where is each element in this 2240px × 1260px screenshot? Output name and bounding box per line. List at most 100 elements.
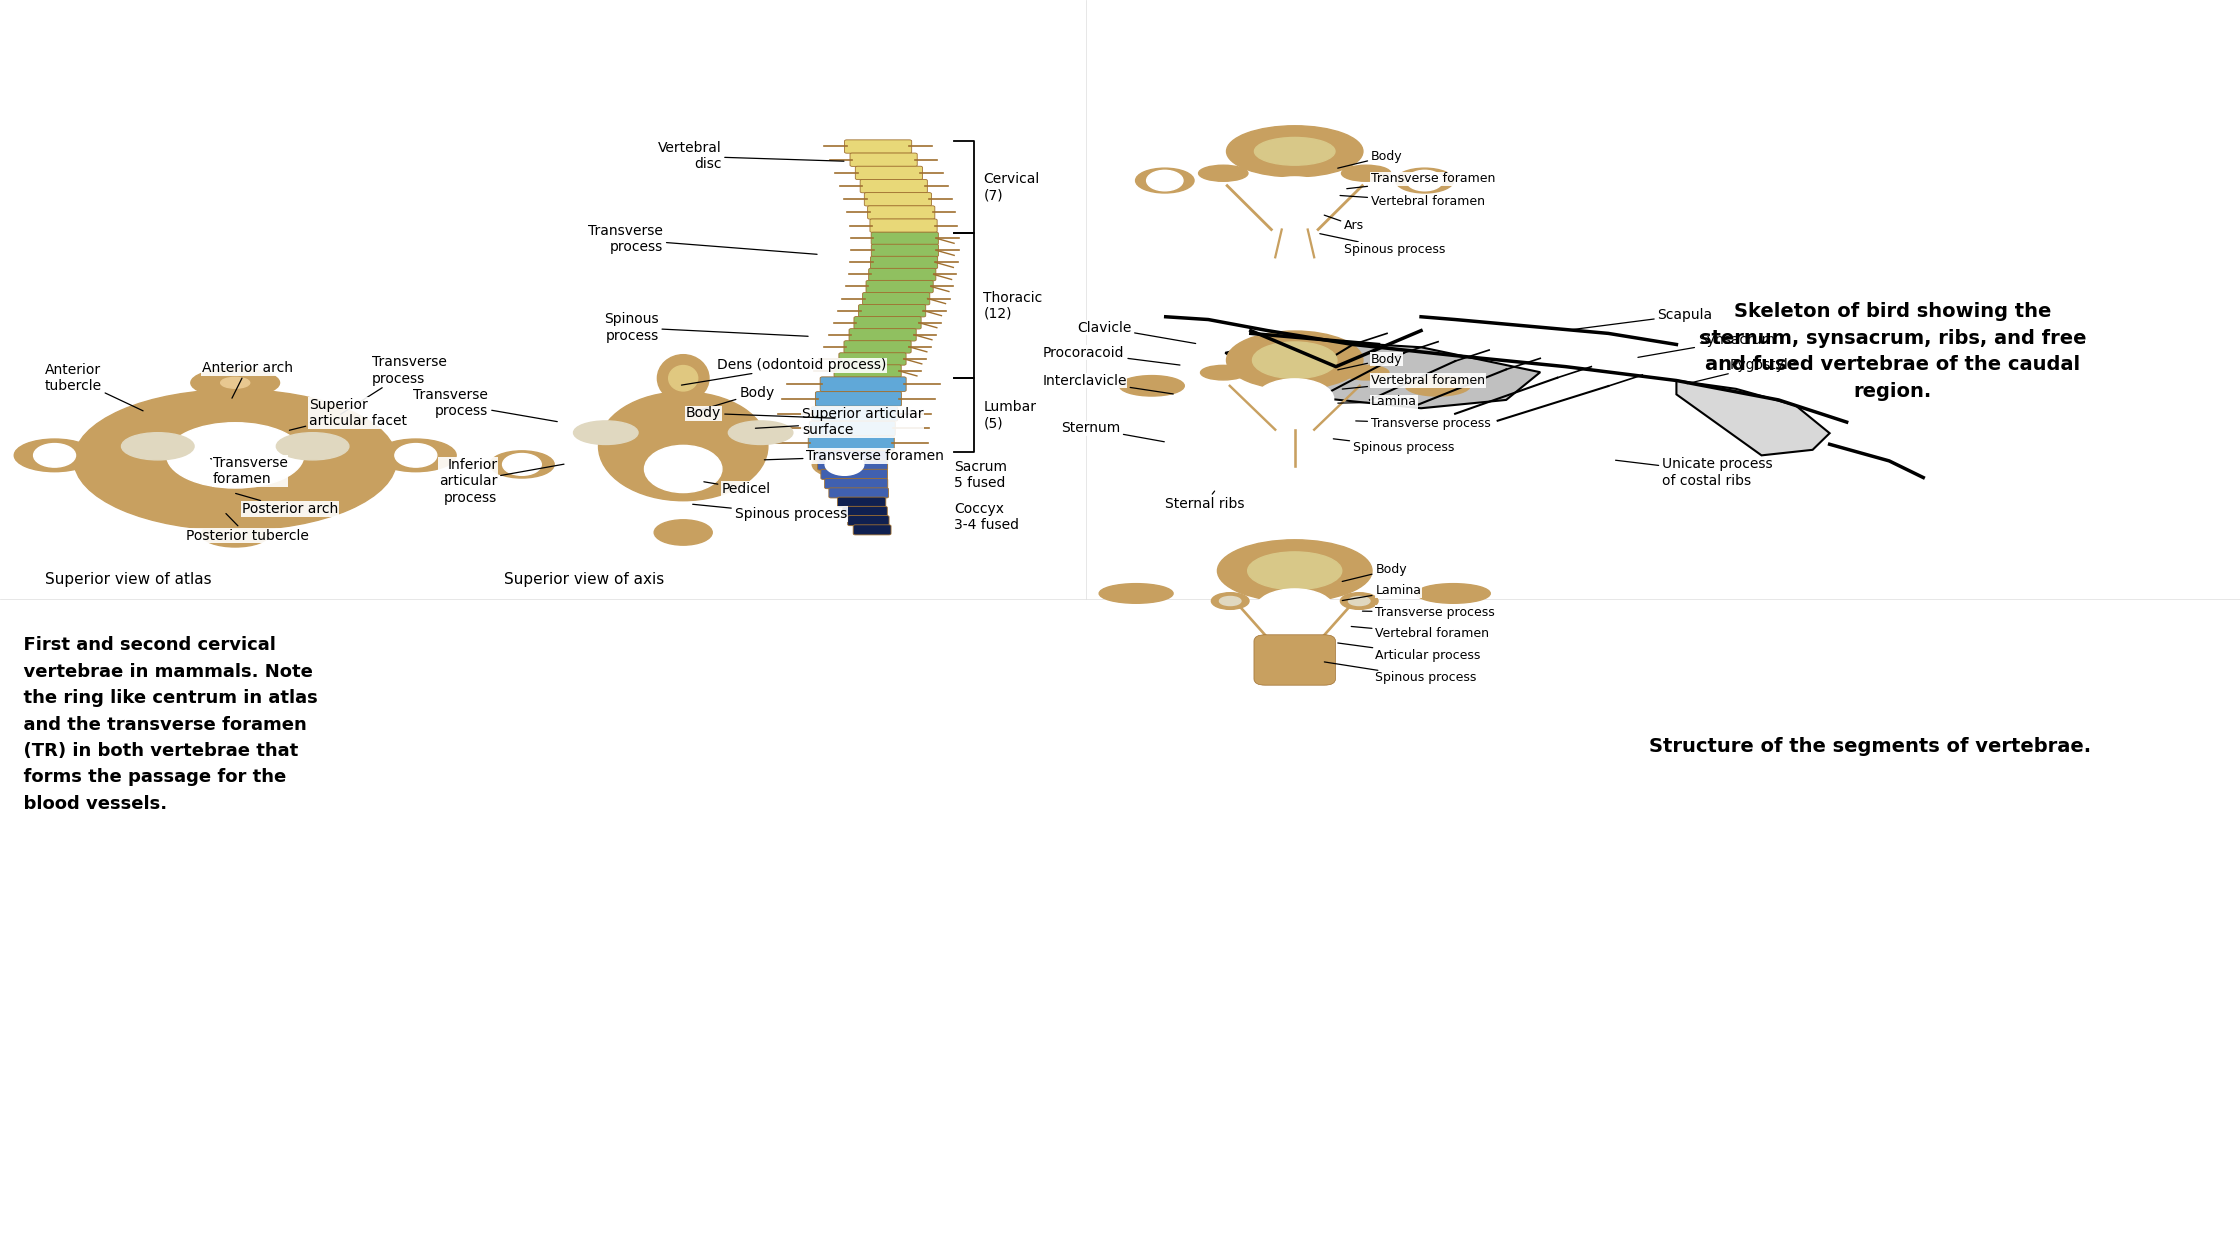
Circle shape bbox=[1147, 170, 1183, 190]
Ellipse shape bbox=[1100, 583, 1174, 604]
Text: Vertebral foramen: Vertebral foramen bbox=[1342, 374, 1485, 389]
Text: Thoracic
(12): Thoracic (12) bbox=[983, 291, 1042, 321]
Ellipse shape bbox=[1212, 592, 1250, 610]
FancyBboxPatch shape bbox=[867, 281, 934, 292]
Text: First and second cervical
  vertebrae in mammals. Note
  the ring like centrum i: First and second cervical vertebrae in m… bbox=[11, 636, 318, 813]
Ellipse shape bbox=[1136, 168, 1194, 193]
Ellipse shape bbox=[1216, 539, 1371, 602]
Text: Transverse
process: Transverse process bbox=[589, 224, 818, 255]
FancyBboxPatch shape bbox=[842, 507, 887, 517]
FancyBboxPatch shape bbox=[829, 488, 889, 498]
Ellipse shape bbox=[1257, 588, 1333, 629]
FancyBboxPatch shape bbox=[809, 436, 894, 451]
Text: Unicate process
of costal ribs: Unicate process of costal ribs bbox=[1615, 457, 1772, 488]
Ellipse shape bbox=[645, 445, 721, 493]
Ellipse shape bbox=[1342, 165, 1391, 181]
Text: Lamina: Lamina bbox=[1342, 585, 1422, 601]
Text: Transverse
process: Transverse process bbox=[340, 355, 446, 415]
FancyBboxPatch shape bbox=[858, 305, 925, 318]
Ellipse shape bbox=[491, 451, 553, 478]
Ellipse shape bbox=[1396, 168, 1454, 193]
FancyBboxPatch shape bbox=[844, 340, 912, 353]
Text: Body: Body bbox=[1337, 150, 1402, 168]
FancyBboxPatch shape bbox=[820, 377, 907, 392]
Ellipse shape bbox=[670, 365, 697, 391]
Text: Spinous
process: Spinous process bbox=[605, 312, 809, 343]
Ellipse shape bbox=[121, 432, 195, 460]
FancyBboxPatch shape bbox=[809, 421, 896, 436]
Text: Sternum: Sternum bbox=[1062, 421, 1165, 442]
Polygon shape bbox=[1676, 381, 1830, 455]
Ellipse shape bbox=[1228, 331, 1362, 389]
Ellipse shape bbox=[656, 354, 710, 402]
Text: Dens (odontoid process): Dens (odontoid process) bbox=[681, 358, 887, 386]
FancyBboxPatch shape bbox=[849, 329, 916, 341]
Text: Superior
articular facet: Superior articular facet bbox=[289, 398, 408, 430]
Text: Scapula: Scapula bbox=[1570, 307, 1714, 330]
Text: Spinous process: Spinous process bbox=[1319, 233, 1445, 256]
Ellipse shape bbox=[654, 520, 712, 546]
Ellipse shape bbox=[13, 438, 94, 471]
FancyBboxPatch shape bbox=[849, 152, 916, 166]
FancyBboxPatch shape bbox=[833, 365, 900, 377]
Ellipse shape bbox=[1198, 165, 1248, 181]
Text: Superior articular
surface: Superior articular surface bbox=[755, 407, 923, 437]
FancyBboxPatch shape bbox=[853, 316, 921, 329]
Text: Anterior arch: Anterior arch bbox=[202, 360, 293, 398]
Ellipse shape bbox=[1344, 365, 1389, 381]
Text: Transverse
process: Transverse process bbox=[414, 388, 558, 422]
FancyBboxPatch shape bbox=[838, 498, 885, 508]
FancyBboxPatch shape bbox=[840, 353, 907, 365]
Text: Vertebral foramen: Vertebral foramen bbox=[1351, 626, 1490, 640]
Ellipse shape bbox=[74, 389, 396, 530]
FancyBboxPatch shape bbox=[867, 205, 934, 219]
FancyBboxPatch shape bbox=[811, 407, 898, 421]
Ellipse shape bbox=[1254, 137, 1335, 165]
Ellipse shape bbox=[573, 421, 638, 445]
Ellipse shape bbox=[1416, 583, 1490, 604]
Ellipse shape bbox=[224, 529, 246, 539]
Text: Body: Body bbox=[692, 386, 775, 412]
Ellipse shape bbox=[190, 368, 280, 397]
Text: Skeleton of bird showing the
sternum, synsacrum, ribs, and free
and fused verteb: Skeleton of bird showing the sternum, sy… bbox=[1700, 302, 2085, 401]
Ellipse shape bbox=[1257, 379, 1333, 420]
Text: Inferior
articular
process: Inferior articular process bbox=[439, 459, 564, 504]
Ellipse shape bbox=[1404, 375, 1469, 396]
Ellipse shape bbox=[166, 422, 305, 488]
FancyBboxPatch shape bbox=[869, 268, 936, 281]
Text: Sternal ribs: Sternal ribs bbox=[1165, 491, 1243, 512]
Text: Superior view of axis: Superior view of axis bbox=[504, 572, 665, 587]
FancyBboxPatch shape bbox=[871, 256, 939, 268]
FancyBboxPatch shape bbox=[856, 166, 923, 180]
Ellipse shape bbox=[1120, 375, 1185, 396]
Text: Transverse foramen: Transverse foramen bbox=[1346, 173, 1496, 189]
FancyBboxPatch shape bbox=[815, 451, 889, 461]
Ellipse shape bbox=[1250, 176, 1340, 220]
FancyBboxPatch shape bbox=[869, 219, 936, 232]
Text: Ars: Ars bbox=[1324, 215, 1364, 232]
Text: Pedicel: Pedicel bbox=[703, 481, 771, 496]
Ellipse shape bbox=[376, 438, 457, 471]
Ellipse shape bbox=[1340, 592, 1378, 610]
Circle shape bbox=[502, 454, 542, 475]
Text: Spinous process: Spinous process bbox=[1324, 662, 1476, 684]
Ellipse shape bbox=[276, 432, 349, 460]
FancyBboxPatch shape bbox=[844, 140, 912, 154]
Text: Vertebral foramen: Vertebral foramen bbox=[1340, 195, 1485, 208]
Ellipse shape bbox=[1201, 365, 1245, 381]
Text: Cervical
(7): Cervical (7) bbox=[983, 173, 1039, 203]
Text: Transverse foramen: Transverse foramen bbox=[764, 449, 945, 464]
Text: Interclavicle: Interclavicle bbox=[1042, 373, 1174, 394]
Text: Sacrum
5 fused: Sacrum 5 fused bbox=[954, 460, 1008, 490]
Text: Pygostyle: Pygostyle bbox=[1687, 358, 1796, 383]
FancyBboxPatch shape bbox=[871, 232, 939, 244]
Text: Spinous process: Spinous process bbox=[1333, 438, 1454, 454]
Ellipse shape bbox=[222, 377, 249, 388]
Ellipse shape bbox=[728, 421, 793, 445]
Ellipse shape bbox=[1228, 126, 1362, 176]
Text: Transverse process: Transverse process bbox=[1355, 417, 1490, 430]
Text: Posterior arch: Posterior arch bbox=[235, 494, 338, 517]
Text: Synsacrum: Synsacrum bbox=[1637, 333, 1774, 358]
Circle shape bbox=[824, 454, 865, 475]
Text: Articular process: Articular process bbox=[1337, 643, 1481, 662]
